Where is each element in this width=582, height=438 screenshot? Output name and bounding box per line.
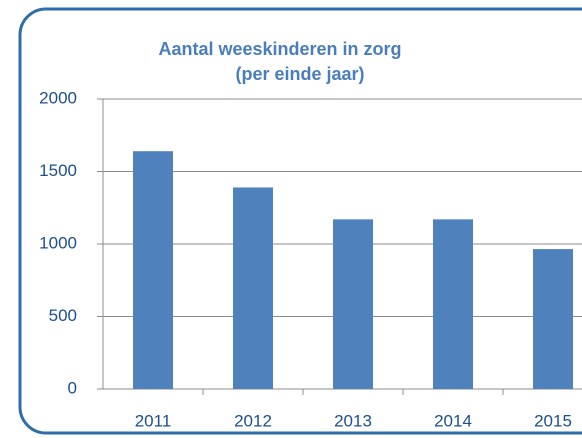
x-tick-label: 2013 [334, 411, 372, 430]
y-tick-label: 1000 [39, 233, 77, 252]
bar [333, 219, 373, 389]
y-tick-label: 2000 [39, 88, 77, 107]
x-tick-label: 2011 [135, 411, 172, 430]
x-tick-label: 2014 [434, 411, 472, 430]
bar [233, 187, 273, 389]
bar [133, 151, 173, 389]
y-tick-label: 1500 [39, 161, 77, 180]
chart-title: Aantal weeskinderen in zorg [158, 39, 401, 59]
chart-subtitle: (per einde jaar) [235, 64, 364, 84]
x-tick-label: 2015 [534, 411, 572, 430]
x-tick-label: 2012 [234, 411, 272, 430]
bar [533, 249, 573, 389]
y-tick-label: 0 [68, 378, 77, 397]
bar [433, 219, 473, 389]
y-tick-label: 500 [49, 306, 77, 325]
